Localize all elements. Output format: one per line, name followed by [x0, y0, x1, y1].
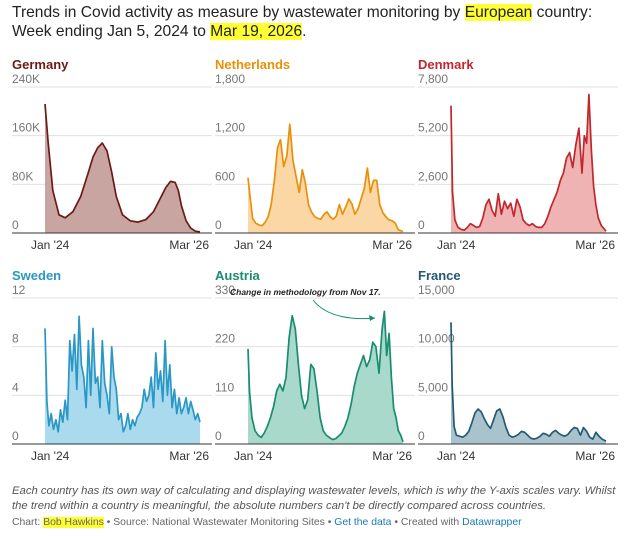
panel-title-germany: Germany	[12, 57, 69, 72]
y-tick-label-germany-1: 160K	[12, 121, 40, 135]
annotation-arrow	[312, 299, 376, 320]
y-tick-label-germany-0: 240K	[12, 72, 40, 86]
title-highlight-european: European	[464, 4, 533, 21]
line-austria	[247, 310, 404, 443]
y-tick-label-netherlands-2: 600	[215, 169, 235, 183]
y-tick-label-austria-0: 330	[215, 283, 235, 297]
x-tick-label-france-0: Jan '24	[437, 449, 476, 463]
y-tick-label-sweden-3: 0	[12, 429, 19, 443]
chart-germany: 240K 160K 80K 0 Jan '24 Mar '26	[12, 72, 212, 252]
annotation-arrowhead	[369, 315, 375, 321]
x-tick-label-austria-0: Jan '24	[234, 449, 273, 463]
line-denmark	[450, 93, 607, 232]
line-germany	[44, 103, 201, 233]
line-netherlands	[247, 123, 404, 233]
panel-denmark: Denmark 7,800 5,200 2,600 0 Jan '24 Mar '26	[418, 57, 618, 262]
area-france	[451, 322, 606, 444]
area-sweden	[45, 316, 200, 444]
line-france	[450, 322, 607, 442]
credits-separator: •	[324, 517, 335, 528]
x-tick-label-denmark-0: Jan '24	[437, 238, 476, 252]
area-austria	[248, 311, 403, 444]
y-tick-label-netherlands-0: 1,800	[215, 72, 245, 86]
x-tick-label-sweden-0: Jan '24	[31, 449, 70, 463]
y-tick-label-austria-2: 110	[215, 380, 234, 394]
credits-created-label: • Created with	[391, 517, 463, 528]
title-text-1: Trends in Covid activity as measure by w…	[12, 4, 465, 21]
y-tick-label-france-2: 5,000	[418, 380, 448, 394]
y-tick-label-france-3: 0	[418, 429, 425, 443]
x-tick-label-austria-1: Mar '26	[372, 449, 412, 463]
x-tick-label-netherlands-1: Mar '26	[372, 238, 412, 252]
x-tick-label-germany-1: Mar '26	[169, 238, 209, 252]
y-tick-label-netherlands-1: 1,200	[215, 121, 245, 135]
chart-sweden: 12 8 4 0 Jan '24 Mar '26	[12, 283, 212, 463]
annotation-methodology-change: Change in methodology from Nov 17.	[230, 287, 381, 297]
line-sweden	[44, 315, 201, 433]
credits-chart-label: Chart:	[12, 517, 44, 528]
y-tick-label-sweden-1: 8	[12, 332, 19, 346]
y-tick-label-germany-2: 80K	[12, 169, 33, 183]
title-text-3: .	[302, 23, 307, 40]
credits-author: Bob Hawkins	[43, 517, 104, 528]
x-tick-label-germany-0: Jan '24	[31, 238, 70, 252]
credits: Chart: Bob Hawkins • Source: National Wa…	[12, 516, 624, 530]
y-tick-label-netherlands-3: 0	[215, 218, 222, 232]
panel-netherlands: Netherlands 1,800 1,200 600 0 Jan '24 Mar '26	[215, 57, 415, 262]
area-netherlands	[248, 124, 403, 233]
panel-title-denmark: Denmark	[418, 57, 474, 72]
panel-title-sweden: Sweden	[12, 268, 62, 283]
area-germany	[45, 104, 200, 233]
y-tick-label-denmark-1: 5,200	[418, 121, 448, 135]
chart-netherlands: 1,800 1,200 600 0 Jan '24 Mar '26	[215, 72, 415, 252]
area-denmark	[451, 94, 606, 233]
y-tick-label-germany-3: 0	[12, 218, 19, 232]
y-tick-label-denmark-3: 0	[418, 218, 425, 232]
title-text-2: country: Week ending Jan 5, 2024 to	[12, 4, 593, 40]
get-data-link[interactable]: Get the data	[334, 517, 392, 528]
panel-sweden: Sweden 12 8 4 0 Jan '24 Mar '26	[12, 268, 212, 473]
y-tick-label-denmark-0: 7,800	[418, 72, 448, 86]
chart-denmark: 7,800 5,200 2,600 0 Jan '24 Mar '26	[418, 72, 618, 252]
y-tick-label-austria-1: 220	[215, 332, 235, 346]
title-highlight-end-date: Mar 19, 2026	[210, 23, 303, 40]
chart-austria: 330 220 110 0 Jan '24 Mar '26 Change in method…	[215, 283, 415, 463]
credits-source: National Wastewater Monitoring Sites	[151, 517, 325, 528]
x-tick-label-netherlands-0: Jan '24	[234, 238, 273, 252]
datawrapper-link[interactable]: Datawrapper	[462, 517, 522, 528]
x-tick-label-france-1: Mar '26	[575, 449, 615, 463]
panel-france: France 15,000 10,000 5,000 0 Jan '24 Mar '26	[418, 268, 618, 473]
panel-title-austria: Austria	[215, 268, 260, 283]
credits-source-label: • Source:	[103, 517, 152, 528]
panel-germany: Germany 240K 160K 80K 0 Jan '24 Mar '26	[12, 57, 212, 262]
chart-france: 15,000 10,000 5,000 0 Jan '24 Mar '26	[418, 283, 618, 463]
y-tick-label-sweden-0: 12	[12, 283, 26, 297]
x-tick-label-sweden-1: Mar '26	[169, 449, 209, 463]
y-tick-label-france-0: 15,000	[418, 283, 455, 297]
y-tick-label-france-1: 10,000	[418, 332, 455, 346]
panel-austria: Austria 330 220 110 0 Jan '24 Mar '26 Change i…	[215, 268, 415, 473]
chart-title: Trends in Covid activity as measure by w…	[12, 3, 624, 41]
y-tick-label-denmark-2: 2,600	[418, 169, 448, 183]
footnote: Each country has its own way of calculat…	[12, 485, 616, 512]
x-tick-label-denmark-1: Mar '26	[575, 238, 615, 252]
y-tick-label-austria-3: 0	[215, 429, 222, 443]
panel-title-netherlands: Netherlands	[215, 57, 291, 72]
panel-title-france: France	[418, 268, 461, 283]
y-tick-label-sweden-2: 4	[12, 380, 19, 394]
